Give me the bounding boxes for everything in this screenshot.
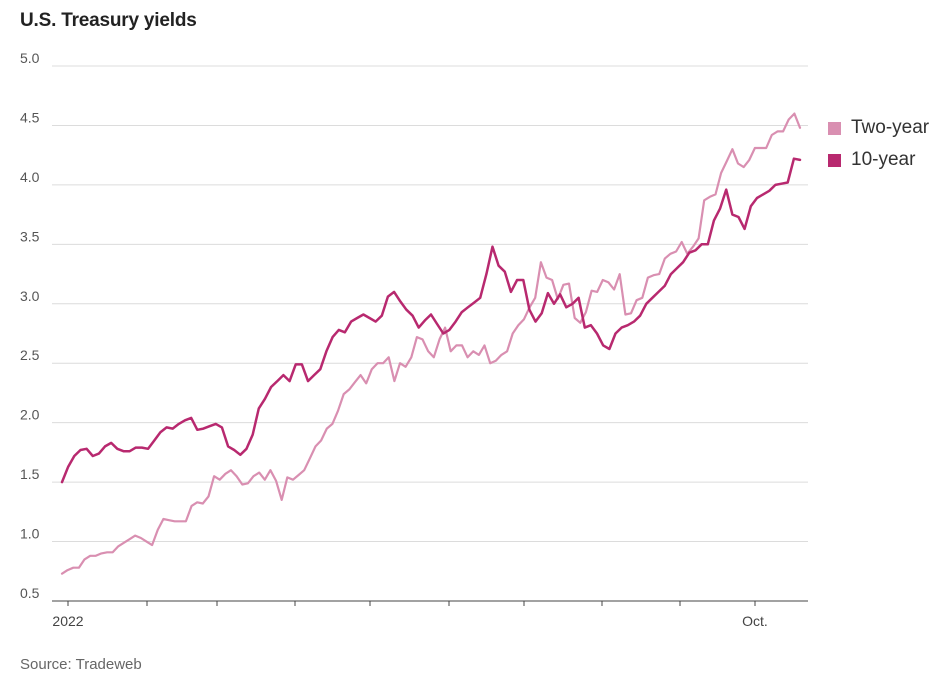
y-tick-label: 3.5 bbox=[20, 228, 40, 244]
x-tick-label: 2022 bbox=[52, 613, 83, 629]
y-tick-label: 2.0 bbox=[20, 407, 40, 423]
y-tick-label: 0.5 bbox=[20, 585, 40, 601]
y-tick-label: 3.0 bbox=[20, 288, 40, 304]
chart-title: U.S. Treasury yields bbox=[20, 10, 197, 31]
y-tick-label: 5.0 bbox=[20, 50, 40, 66]
series-line-10-year bbox=[60, 157, 802, 484]
gridlines bbox=[52, 65, 808, 543]
legend-swatch-10-year bbox=[828, 153, 841, 167]
legend: Two-year 10-year bbox=[828, 112, 929, 176]
y-tick-label: 2.5 bbox=[20, 347, 40, 363]
y-tick-label: 1.0 bbox=[20, 526, 40, 542]
legend-label-10-year: 10-year bbox=[851, 149, 916, 170]
y-tick-label: 4.5 bbox=[20, 109, 40, 125]
y-tick-label: 1.5 bbox=[20, 466, 40, 482]
series-line-two-year bbox=[60, 112, 802, 575]
source-note: Source: Tradeweb bbox=[20, 656, 142, 673]
legend-item-two-year: Two-year bbox=[828, 112, 929, 144]
legend-label-two-year: Two-year bbox=[851, 117, 930, 138]
series-lines bbox=[60, 112, 802, 575]
legend-swatch-two-year bbox=[828, 121, 841, 135]
legend-item-10-year: 10-year bbox=[828, 144, 929, 176]
x-axis-ticks: 2022 Oct. bbox=[52, 601, 768, 629]
y-tick-label: 4.0 bbox=[20, 169, 40, 185]
x-tick-label: Oct. bbox=[742, 613, 768, 629]
y-axis-ticks: 0.5 1.0 1.5 2.0 2.5 3.0 3.5 4.0 4.5 5.0 bbox=[20, 50, 40, 601]
